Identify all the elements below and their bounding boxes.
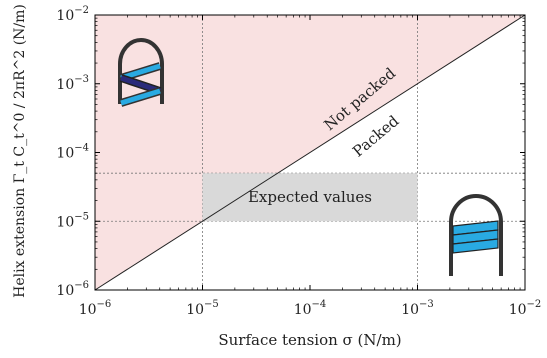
y-tick-label-0: 10−6 [56,280,89,299]
helix-loose-icon [118,38,164,107]
grid [95,15,525,290]
helix-packed-icon [449,194,503,276]
x-tick-label-0: 10−6 [79,299,112,318]
x-axis-label: Surface tension σ (N/m) [218,331,401,349]
expected-values-box-group [202,173,418,222]
y-tick-label-4: 10−2 [56,5,89,24]
x-tick-label-2: 10−4 [294,299,327,318]
axis-ticks: 10−6 10−5 10−4 10−3 10−2 10−6 10−5 10−4 10−3 10−2 [56,5,541,318]
boundary-line [94,14,526,291]
x-tick-label-4: 10−2 [509,299,542,318]
expected-values-label: Expected values [248,188,372,206]
y-tick-label-3: 10−3 [56,74,89,93]
x-tick-label-1: 10−5 [186,299,219,318]
y-axis-label: Helix extension Γ_t C_t^0 / 2πR^2 (N/m) [12,4,28,298]
expected-values-box [202,173,418,222]
x-tick-label-3: 10−3 [401,299,434,318]
boundary-line-group [94,14,526,291]
y-tick-label-1: 10−5 [56,211,89,230]
y-tick-label-2: 10−4 [56,143,89,162]
